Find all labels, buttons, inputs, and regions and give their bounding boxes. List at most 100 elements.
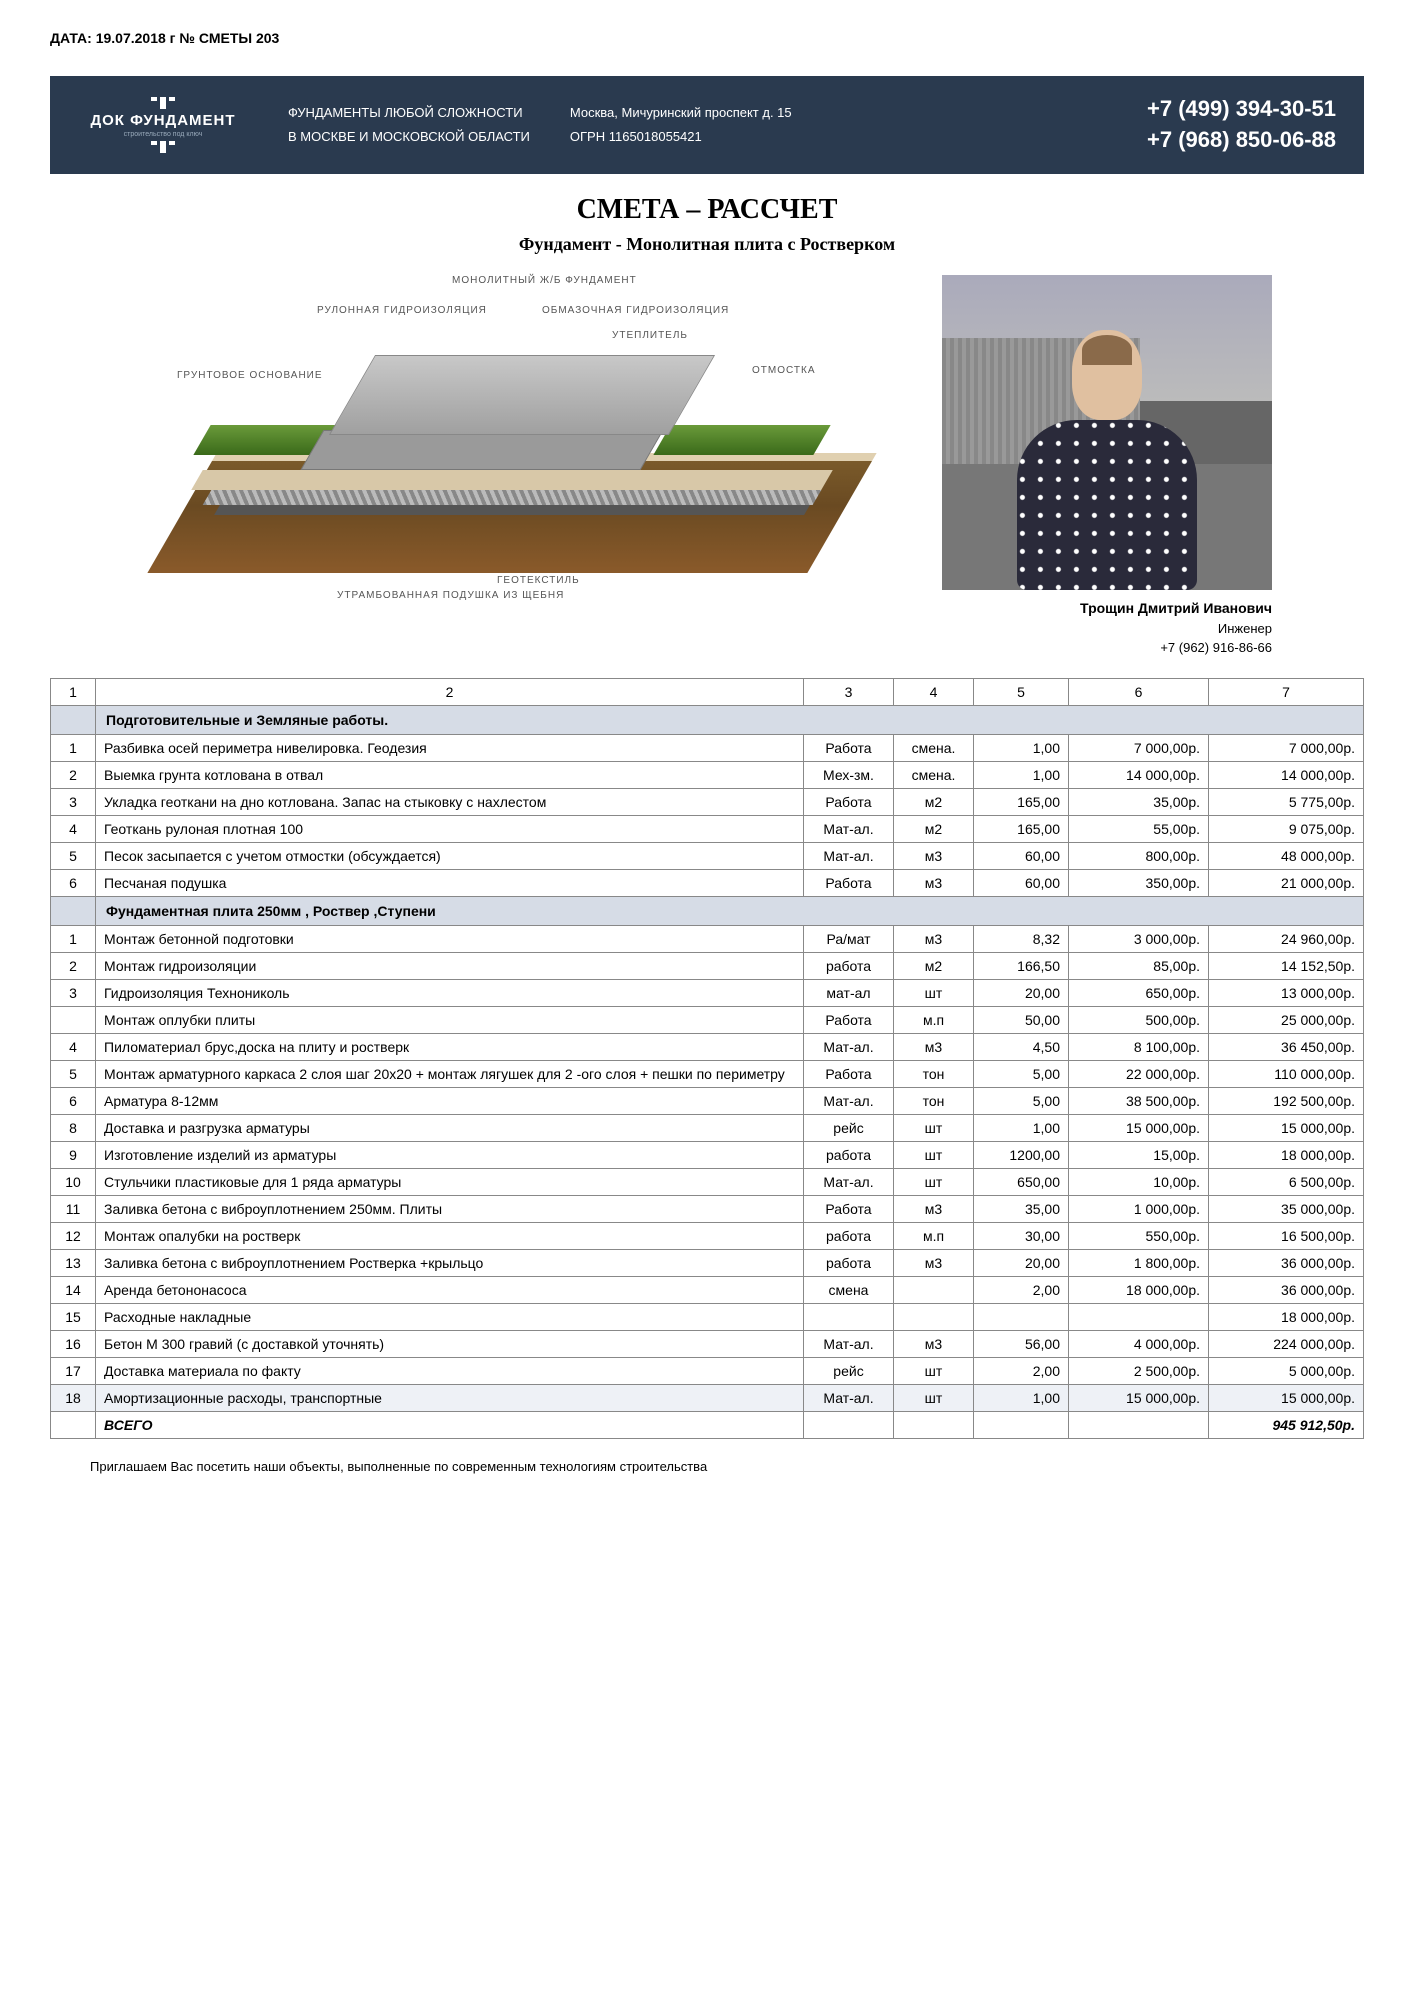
table-cell: 30,00 (974, 1222, 1069, 1249)
phone-2: +7 (968) 850-06-88 (1147, 125, 1336, 156)
table-cell: 5 (51, 1060, 96, 1087)
table-cell: Работа (804, 869, 894, 896)
table-cell: 350,00р. (1069, 869, 1209, 896)
table-cell: 2 (51, 952, 96, 979)
table-cell: м3 (894, 925, 974, 952)
author-photo (942, 275, 1272, 590)
table-cell: 18 000,00р. (1209, 1141, 1364, 1168)
phone-1: +7 (499) 394-30-51 (1147, 94, 1336, 125)
table-cell (894, 1411, 974, 1438)
table-header-cell: 5 (974, 678, 1069, 705)
table-cell: 17 (51, 1357, 96, 1384)
table-cell: работа (804, 1222, 894, 1249)
table-cell: Пиломатериал брус,доска на плиту и роств… (96, 1033, 804, 1060)
table-cell: Работа (804, 1060, 894, 1087)
banner-phones: +7 (499) 394-30-51 +7 (968) 850-06-88 (1147, 94, 1336, 156)
table-cell: 165,00 (974, 788, 1069, 815)
table-cell: 16 500,00р. (1209, 1222, 1364, 1249)
author-name: Трощин Дмитрий Иванович (942, 598, 1272, 619)
table-cell: работа (804, 1141, 894, 1168)
table-cell: Мат-ал. (804, 1384, 894, 1411)
foundation-diagram: МОНОЛИТНЫЙ Ж/Б ФУНДАМЕНТ РУЛОННАЯ ГИДРОИ… (142, 275, 902, 615)
table-cell: 50,00 (974, 1006, 1069, 1033)
logo: ДОК ФУНДАМЕНТ строительство под ключ (78, 97, 248, 153)
table-cell: 1 (51, 734, 96, 761)
table-cell: 14 (51, 1276, 96, 1303)
table-cell: 550,00р. (1069, 1222, 1209, 1249)
table-cell: 800,00р. (1069, 842, 1209, 869)
table-cell (51, 1411, 96, 1438)
banner-address: Москва, Мичуринский проспект д. 15 ОГРН … (570, 101, 1107, 148)
table-cell: 5 000,00р. (1209, 1357, 1364, 1384)
table-cell: 7 000,00р. (1209, 734, 1364, 761)
table-cell: Изготовление изделий из арматуры (96, 1141, 804, 1168)
table-cell: 24 960,00р. (1209, 925, 1364, 952)
diagram-label: РУЛОННАЯ ГИДРОИЗОЛЯЦИЯ (317, 305, 487, 317)
table-cell: Работа (804, 734, 894, 761)
table-cell: 20,00 (974, 1249, 1069, 1276)
table-cell: 15 000,00р. (1209, 1114, 1364, 1141)
table-cell: Работа (804, 1006, 894, 1033)
table-cell: шт (894, 1357, 974, 1384)
diagram-label: ГРУНТОВОЕ ОСНОВАНИЕ (177, 370, 323, 382)
table-cell: 14 152,50р. (1209, 952, 1364, 979)
table-cell: тон (894, 1087, 974, 1114)
table-cell: 1,00 (974, 1114, 1069, 1141)
address-line: Москва, Мичуринский проспект д. 15 (570, 101, 1107, 124)
table-cell: м3 (894, 1330, 974, 1357)
table-cell: Укладка геоткани на дно котлована. Запас… (96, 788, 804, 815)
company-banner: ДОК ФУНДАМЕНТ строительство под ключ ФУН… (50, 76, 1364, 174)
table-cell: м.п (894, 1222, 974, 1249)
section-title: Подготовительные и Земляные работы. (96, 705, 1364, 734)
table-cell: 36 450,00р. (1209, 1033, 1364, 1060)
table-cell: 3 (51, 788, 96, 815)
table-cell: 18 (51, 1384, 96, 1411)
table-cell: 36 000,00р. (1209, 1276, 1364, 1303)
table-cell: 8 100,00р. (1069, 1033, 1209, 1060)
table-cell: 6 500,00р. (1209, 1168, 1364, 1195)
author-block: Трощин Дмитрий Иванович Инженер +7 (962)… (942, 275, 1272, 658)
table-cell: Разбивка осей периметра нивелировка. Гео… (96, 734, 804, 761)
table-cell: 85,00р. (1069, 952, 1209, 979)
table-cell: шт (894, 1384, 974, 1411)
table-cell: смена. (894, 734, 974, 761)
table-header-cell: 1 (51, 678, 96, 705)
table-cell: м2 (894, 788, 974, 815)
table-cell (804, 1411, 894, 1438)
ogrn-line: ОГРН 1165018055421 (570, 125, 1107, 148)
table-cell: 56,00 (974, 1330, 1069, 1357)
table-cell: Заливка бетона с виброуплотнением Ростве… (96, 1249, 804, 1276)
table-cell (1069, 1303, 1209, 1330)
table-cell: м3 (894, 869, 974, 896)
table-cell: Монтаж гидроизоляции (96, 952, 804, 979)
table-cell: м.п (894, 1006, 974, 1033)
table-cell: 2 (51, 761, 96, 788)
table-header-cell: 2 (96, 678, 804, 705)
table-cell: 9 (51, 1141, 96, 1168)
footer-note: Приглашаем Вас посетить наши объекты, вы… (50, 1459, 1364, 1474)
banner-tagline: ФУНДАМЕНТЫ ЛЮБОЙ СЛОЖНОСТИ В МОСКВЕ И МО… (288, 101, 530, 148)
table-cell: 60,00 (974, 869, 1069, 896)
table-header-cell: 3 (804, 678, 894, 705)
table-cell: 8,32 (974, 925, 1069, 952)
tagline-2: В МОСКВЕ И МОСКОВСКОЙ ОБЛАСТИ (288, 125, 530, 148)
table-cell: 2,00 (974, 1276, 1069, 1303)
table-cell: 12 (51, 1222, 96, 1249)
table-cell: Мат-ал. (804, 842, 894, 869)
table-header-cell: 7 (1209, 678, 1364, 705)
table-cell: 14 000,00р. (1209, 761, 1364, 788)
table-cell: 15 (51, 1303, 96, 1330)
table-cell: м3 (894, 842, 974, 869)
table-cell: смена (804, 1276, 894, 1303)
table-cell: м3 (894, 1033, 974, 1060)
table-cell: Работа (804, 788, 894, 815)
table-cell: м2 (894, 815, 974, 842)
total-label: ВСЕГО (96, 1411, 804, 1438)
table-cell: 4 (51, 815, 96, 842)
table-cell: 36 000,00р. (1209, 1249, 1364, 1276)
table-cell: 4,50 (974, 1033, 1069, 1060)
table-cell: 500,00р. (1069, 1006, 1209, 1033)
table-cell: Стульчики пластиковые для 1 ряда арматур… (96, 1168, 804, 1195)
table-cell: 15 000,00р. (1069, 1384, 1209, 1411)
table-cell: 1 000,00р. (1069, 1195, 1209, 1222)
